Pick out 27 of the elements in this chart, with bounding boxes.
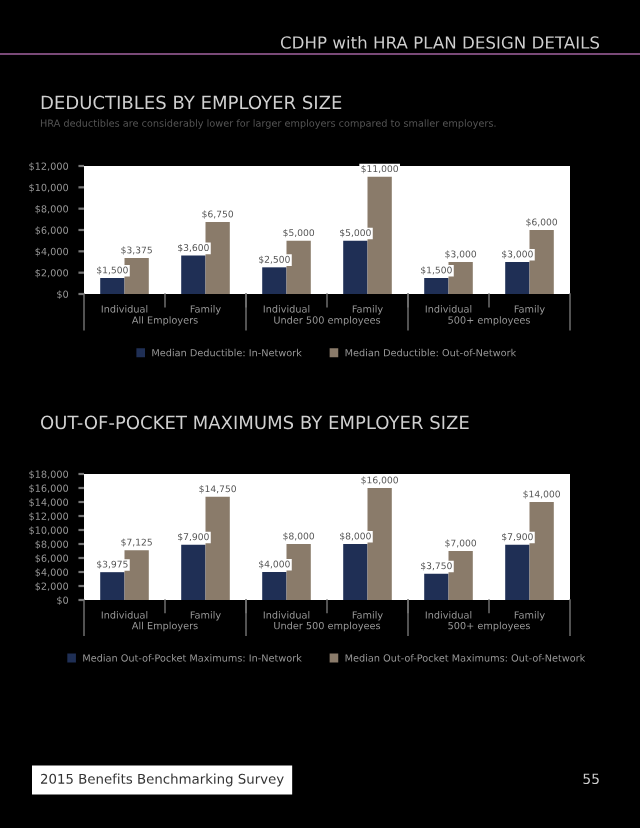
bar (181, 255, 206, 294)
bar (424, 573, 449, 600)
bar (124, 550, 149, 600)
bar (124, 258, 149, 294)
bar (529, 502, 554, 600)
text: CDHP with HRA PLAN DESIGN DETAILS (280, 35, 600, 49)
chart-title: OUT-OF-POCKET MAXIMUMS BY EMPLOYER SIZE (41, 415, 469, 430)
bar (205, 496, 230, 600)
bar (424, 278, 449, 294)
bar (286, 544, 311, 600)
bar (181, 544, 206, 600)
bar (505, 262, 530, 294)
bar (367, 176, 392, 294)
bar (262, 267, 287, 294)
bar (448, 551, 473, 600)
bar (448, 262, 473, 294)
bar (529, 230, 554, 294)
bar (100, 278, 125, 294)
bar (505, 544, 530, 600)
bar (343, 240, 368, 294)
bar (262, 572, 287, 600)
chart-title: DEDUCTIBLES BY EMPLOYER SIZE (41, 95, 342, 110)
bar (343, 544, 368, 600)
bar (286, 240, 311, 294)
bar (205, 222, 230, 294)
bar (100, 572, 125, 600)
bar (367, 488, 392, 600)
